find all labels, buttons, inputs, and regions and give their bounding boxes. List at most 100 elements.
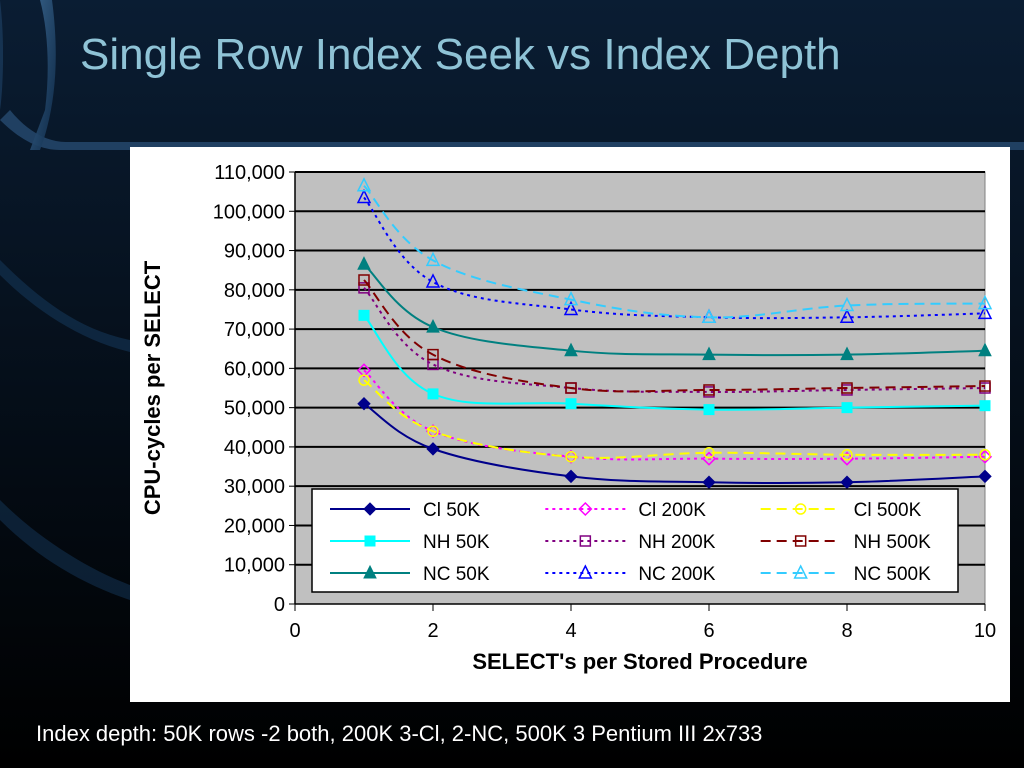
y-tick-label: 110,000: [214, 162, 285, 184]
data-point: [839, 296, 855, 312]
data-point: [356, 363, 372, 378]
chart-panel: 0 10,000 20,000 30,000 40,000 50,000 60,000 70,…: [130, 147, 1010, 702]
legend-item: NC 200K: [545, 564, 716, 585]
data-point: [793, 564, 808, 579]
data-point: [563, 290, 579, 306]
data-point: [427, 425, 439, 437]
y-tick-label: 70,000: [224, 319, 285, 341]
legend-label: NH 500K: [854, 532, 931, 553]
y-tick-label: 10,000: [224, 555, 285, 577]
data-point: [977, 304, 993, 320]
data-point: [364, 535, 376, 547]
x-axis-label: SELECT's per Stored Procedure: [472, 649, 807, 674]
data-point: [363, 502, 377, 516]
data-point: [578, 501, 593, 517]
legend-box: [311, 488, 959, 593]
data-point: [979, 400, 991, 412]
data-point: [565, 382, 577, 394]
data-point: [357, 256, 371, 270]
data-point: [703, 384, 715, 396]
legend-label: Cl 200K: [638, 500, 706, 521]
y-tick-label: 60,000: [224, 358, 285, 380]
legend-label: NC 500K: [854, 564, 931, 585]
data-point: [978, 469, 992, 484]
data-point: [565, 398, 577, 410]
x-tick-label: 6: [703, 620, 714, 642]
data-point: [356, 188, 372, 204]
data-point: [977, 294, 993, 310]
data-point: [564, 342, 578, 357]
legend-label: NH 50K: [423, 532, 490, 553]
x-tick-label: 4: [565, 620, 576, 642]
data-point: [839, 308, 855, 324]
data-point: [841, 402, 853, 414]
data-point: [979, 380, 991, 392]
x-tick-label: 2: [427, 620, 438, 642]
series-nc-500k: [356, 177, 993, 324]
data-point: [564, 469, 578, 484]
legend-item: NC 50K: [330, 564, 490, 585]
legend-label: NC 50K: [423, 564, 490, 585]
data-point: [425, 273, 441, 288]
legend-item: NC 500K: [760, 564, 931, 585]
legend-item: NH 500K: [760, 532, 931, 553]
data-point: [579, 535, 592, 547]
data-point: [794, 503, 807, 515]
legend-label: NH 200K: [638, 532, 715, 553]
data-point: [358, 374, 370, 386]
series-line: [363, 185, 986, 319]
data-point: [357, 397, 371, 411]
y-tick-label: 20,000: [224, 515, 285, 537]
data-point: [426, 442, 440, 456]
data-point: [794, 535, 807, 547]
y-tick-label: 50,000: [224, 398, 285, 420]
data-point: [425, 251, 441, 267]
footer-note: Index depth: 50K rows -2 both, 200K 3-Cl…: [36, 721, 763, 746]
line-chart: 0 10,000 20,000 30,000 40,000 50,000 60,000 70,…: [140, 162, 996, 674]
y-tick-label: 100,000: [213, 201, 285, 223]
data-point: [427, 388, 439, 400]
data-point: [363, 564, 377, 579]
data-point: [701, 308, 717, 324]
legend-item: NH 200K: [545, 532, 716, 553]
legend-label: NC 200K: [638, 564, 715, 585]
legend-label: Cl 50K: [423, 500, 480, 521]
legend-label: Cl 500K: [854, 500, 922, 521]
series-nh-50k: [358, 309, 991, 416]
series-nh-500k: [358, 274, 991, 396]
data-point: [977, 449, 993, 464]
data-point: [840, 346, 854, 361]
data-point: [702, 346, 716, 361]
data-point: [565, 450, 577, 463]
data-point: [978, 342, 992, 357]
x-tick-label: 0: [289, 620, 300, 642]
axes: 0 10,000 20,000 30,000 40,000 50,000 60,000 70,…: [213, 162, 996, 642]
series-line: [363, 196, 986, 320]
slide-title: Single Row Index Seek vs Index Depth: [80, 30, 841, 79]
legend-item: Cl 50K: [330, 500, 480, 521]
series-nc-50k: [357, 256, 992, 361]
series-lines: [356, 177, 993, 489]
x-tick-label: 10: [974, 620, 996, 642]
data-point: [841, 449, 853, 461]
data-point: [358, 274, 370, 286]
y-tick-label: 80,000: [224, 280, 285, 302]
y-tick-label: 40,000: [224, 437, 285, 459]
x-tick-label: 8: [841, 620, 852, 642]
legend-item: NH 50K: [330, 532, 490, 553]
data-point: [358, 309, 370, 321]
y-axis-label: CPU-cycles per SELECT: [140, 260, 165, 515]
series-cl-500k: [358, 374, 991, 463]
data-point: [979, 449, 991, 461]
data-point: [841, 382, 853, 394]
data-point: [427, 348, 439, 361]
legend: Cl 50K Cl 200K Cl 500K NH 50K NH 200K NH 500K…: [311, 488, 959, 593]
data-point: [578, 564, 593, 579]
data-point: [356, 177, 372, 192]
legend-item: Cl 200K: [545, 500, 706, 521]
data-point: [563, 300, 579, 316]
data-point: [703, 404, 715, 416]
data-point: [703, 447, 715, 459]
legend-item: Cl 500K: [760, 500, 922, 521]
y-tick-label: 0: [274, 594, 285, 616]
